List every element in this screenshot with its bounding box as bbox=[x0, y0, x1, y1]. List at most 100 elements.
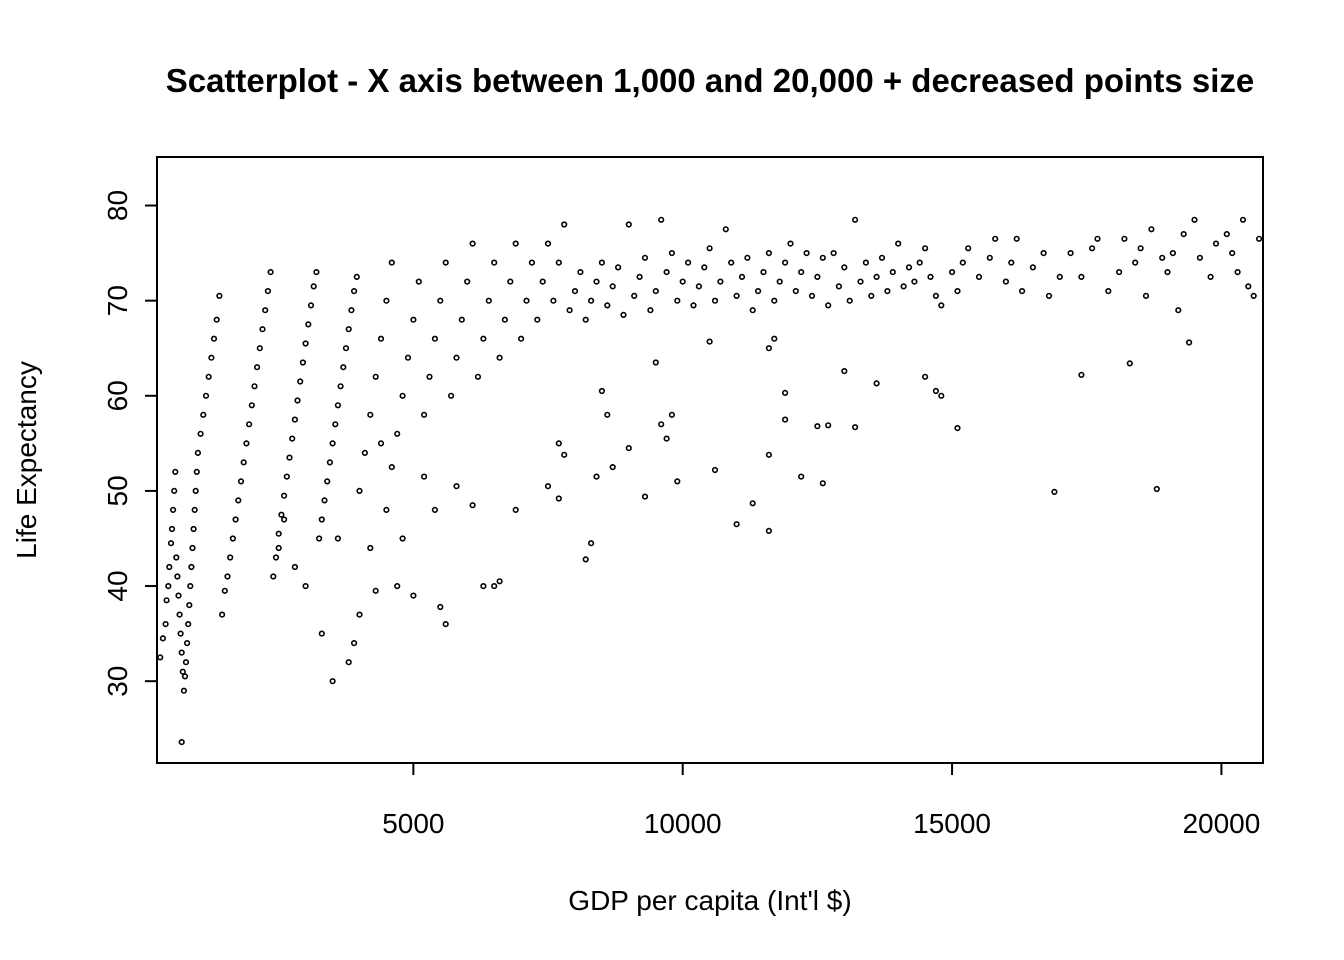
data-point bbox=[722, 226, 729, 233]
data-point bbox=[555, 440, 562, 447]
data-point bbox=[674, 297, 681, 304]
data-point bbox=[1115, 269, 1123, 276]
data-point bbox=[313, 269, 320, 276]
data-point bbox=[1008, 259, 1015, 266]
data-point bbox=[965, 245, 972, 252]
data-point bbox=[1067, 250, 1074, 257]
data-point bbox=[684, 259, 692, 266]
data-point bbox=[561, 221, 568, 228]
data-point bbox=[157, 654, 164, 661]
data-point bbox=[544, 240, 552, 247]
data-point bbox=[517, 335, 525, 342]
data-point bbox=[172, 468, 179, 476]
data-point bbox=[297, 378, 304, 385]
data-point bbox=[256, 345, 263, 352]
data-point bbox=[243, 440, 250, 447]
data-point bbox=[210, 335, 218, 342]
data-point bbox=[706, 245, 713, 252]
data-point bbox=[1212, 240, 1220, 247]
data-point bbox=[267, 269, 274, 276]
data-point bbox=[830, 250, 837, 257]
data-point bbox=[1245, 283, 1252, 290]
data-point bbox=[1121, 235, 1128, 242]
data-point bbox=[480, 582, 487, 590]
data-point bbox=[571, 288, 579, 295]
data-point bbox=[582, 316, 589, 323]
data-point bbox=[749, 307, 756, 314]
data-point bbox=[1207, 273, 1214, 281]
data-point bbox=[448, 392, 455, 399]
data-point bbox=[711, 297, 719, 304]
data-point bbox=[326, 459, 334, 466]
data-point bbox=[668, 250, 676, 257]
data-point bbox=[291, 563, 299, 571]
data-point bbox=[706, 338, 713, 345]
data-point bbox=[194, 449, 201, 457]
data-point bbox=[166, 563, 173, 571]
data-point bbox=[174, 573, 181, 580]
data-point bbox=[227, 554, 234, 561]
data-point bbox=[190, 525, 197, 533]
data-point bbox=[208, 354, 215, 361]
data-point bbox=[491, 259, 498, 266]
data-point bbox=[356, 487, 363, 495]
data-point bbox=[561, 451, 568, 458]
data-point bbox=[587, 297, 595, 304]
y-tick-label: 50 bbox=[102, 475, 133, 506]
data-point bbox=[318, 516, 325, 523]
data-point bbox=[825, 302, 832, 309]
data-point bbox=[835, 283, 843, 290]
data-point bbox=[1078, 371, 1085, 379]
data-point bbox=[808, 292, 816, 300]
data-point bbox=[921, 373, 929, 380]
data-point bbox=[609, 283, 616, 290]
data-point bbox=[221, 587, 228, 594]
data-point bbox=[1250, 292, 1257, 300]
data-point bbox=[604, 302, 611, 309]
data-point bbox=[647, 307, 654, 314]
data-point bbox=[367, 544, 374, 552]
data-point bbox=[318, 630, 325, 637]
data-point bbox=[270, 573, 277, 580]
data-point bbox=[286, 454, 293, 461]
data-point bbox=[652, 288, 659, 295]
data-point bbox=[798, 269, 805, 276]
data-point bbox=[1159, 254, 1166, 261]
data-point bbox=[921, 245, 929, 252]
data-point bbox=[281, 492, 288, 499]
data-point bbox=[636, 273, 643, 281]
data-point bbox=[224, 573, 231, 580]
data-point bbox=[733, 521, 740, 528]
data-point bbox=[868, 292, 875, 300]
data-point bbox=[862, 259, 870, 266]
data-point bbox=[889, 269, 896, 276]
x-tick-label: 20000 bbox=[1182, 808, 1260, 839]
data-point bbox=[1132, 259, 1139, 266]
data-point bbox=[421, 473, 428, 480]
data-point bbox=[329, 678, 336, 685]
data-point bbox=[469, 502, 476, 509]
data-point bbox=[337, 383, 344, 390]
data-point bbox=[1142, 292, 1150, 300]
data-point bbox=[938, 392, 945, 399]
data-point bbox=[442, 259, 449, 266]
data-point bbox=[749, 500, 756, 507]
data-point bbox=[1153, 485, 1160, 493]
data-point bbox=[367, 411, 374, 418]
data-point bbox=[410, 316, 417, 323]
data-point bbox=[587, 540, 595, 547]
data-point bbox=[927, 273, 934, 281]
data-point bbox=[814, 423, 821, 430]
data-point bbox=[744, 254, 751, 261]
data-point bbox=[168, 525, 176, 533]
data-point bbox=[1175, 307, 1182, 314]
data-point bbox=[334, 402, 342, 409]
data-point bbox=[165, 582, 172, 590]
data-point bbox=[765, 250, 773, 257]
data-point bbox=[388, 464, 395, 471]
data-point bbox=[175, 592, 182, 599]
data-point bbox=[1169, 250, 1176, 257]
data-point bbox=[851, 424, 859, 431]
data-point bbox=[992, 235, 999, 242]
data-point bbox=[604, 411, 611, 418]
